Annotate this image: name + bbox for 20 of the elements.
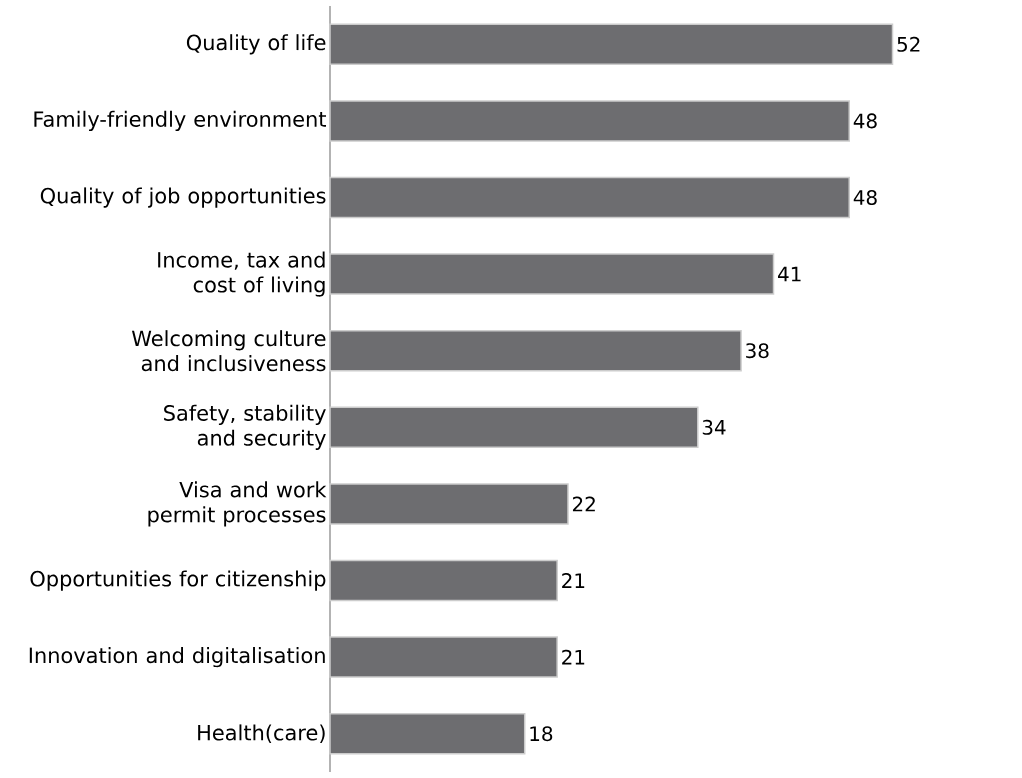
data-label: 52 (897, 36, 920, 52)
data-label: 48 (853, 189, 877, 206)
data-label: 21 (562, 649, 585, 665)
y-tick-label: Income, tax and cost of living (158, 251, 325, 297)
data-label: 48 (853, 113, 877, 129)
y-tick-label: Quality of job opportunities (40, 187, 326, 208)
data-label: 18 (530, 726, 553, 742)
data-label: 22 (572, 496, 595, 512)
y-tick-label: Welcoming culture and inclusiveness (131, 330, 326, 372)
y-tick-label: Quality of life (186, 34, 326, 55)
y-tick-label: Family-friendly environment (34, 110, 327, 132)
data-label: 41 (778, 266, 801, 282)
y-tick-label: Visa and work permit processes (148, 481, 327, 527)
y-tick-label: Opportunities for citizenship (30, 570, 326, 591)
data-label: 21 (562, 573, 585, 588)
y-tick-label: Safety, stability and security (164, 404, 326, 450)
data-label: 34 (702, 419, 726, 435)
y-tick-label: Health(care) (198, 724, 325, 744)
data-label: 38 (746, 343, 769, 359)
y-tick-label: Innovation and digitalisation (29, 646, 325, 668)
